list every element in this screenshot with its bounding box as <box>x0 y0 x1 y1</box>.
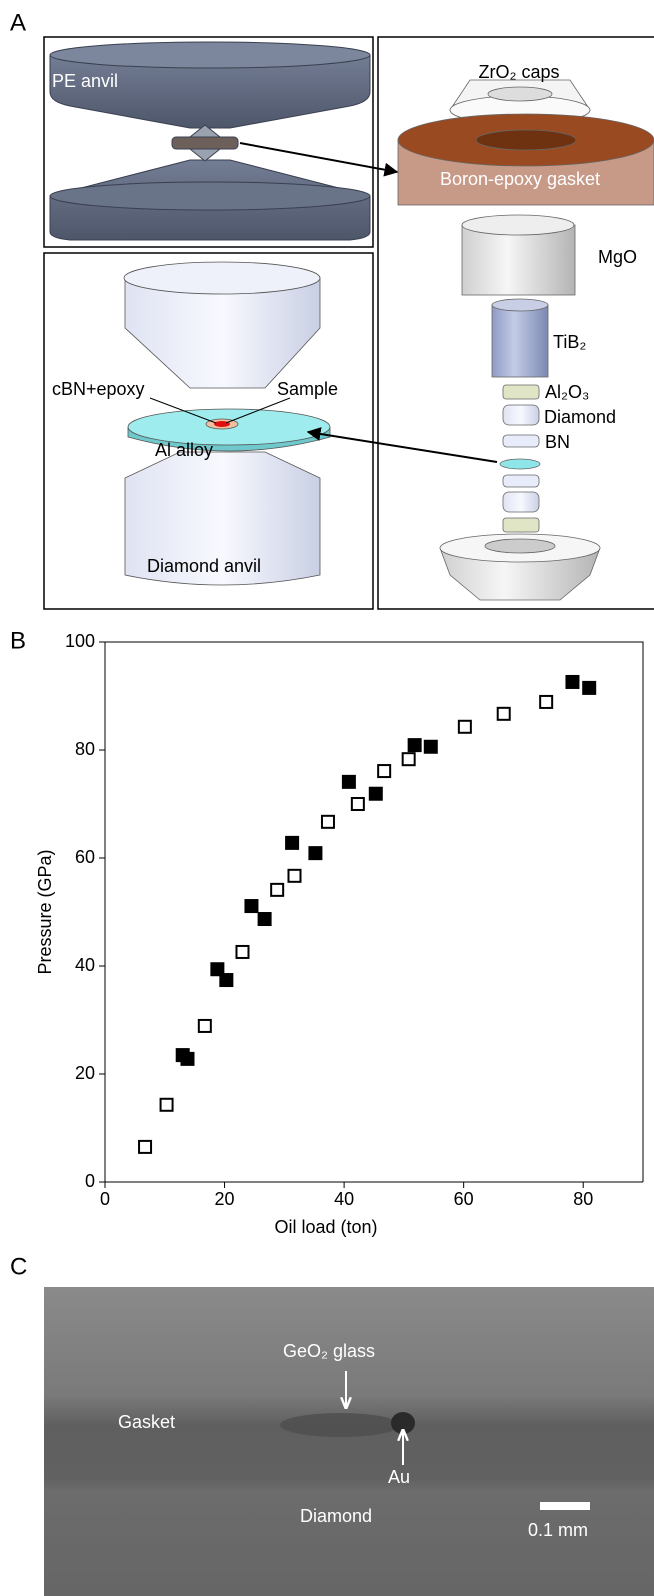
marker <box>287 868 302 883</box>
marker <box>235 944 250 959</box>
marker <box>244 899 259 914</box>
x-tick-label: 40 <box>334 1189 354 1209</box>
panel-label: A <box>10 9 26 36</box>
marker <box>320 814 335 829</box>
marker <box>341 774 356 789</box>
marker <box>582 680 597 695</box>
label: Boron-epoxy gasket <box>440 169 600 189</box>
label: 0.1 mm <box>528 1520 588 1540</box>
marker <box>407 738 422 753</box>
label: Al alloy <box>155 440 213 460</box>
marker <box>308 846 323 861</box>
pe-anvils <box>49 41 371 241</box>
panel-label: B <box>10 627 26 654</box>
y-tick-label: 0 <box>85 1171 95 1191</box>
marker <box>180 1051 195 1066</box>
marker <box>210 962 225 977</box>
y-tick-label: 80 <box>75 739 95 759</box>
marker <box>423 739 438 754</box>
label: Sample <box>277 379 338 399</box>
marker <box>219 973 234 988</box>
marker <box>138 1139 153 1154</box>
label: Diamond <box>300 1506 372 1526</box>
marker <box>270 882 285 897</box>
panel-label: C <box>10 1253 27 1280</box>
x-tick-label: 80 <box>573 1189 593 1209</box>
diamond-anvils <box>123 261 331 586</box>
marker <box>539 694 554 709</box>
label: Gasket <box>118 1412 175 1432</box>
y-axis-title: Pressure (GPa) <box>35 849 55 974</box>
arrows <box>149 142 498 463</box>
marker <box>496 706 511 721</box>
y-tick-label: 40 <box>75 955 95 975</box>
marker <box>565 674 580 689</box>
scatter-chart: Oil load (ton) Pressure (GPa) 0 20 40 60 80 0… <box>35 631 644 1237</box>
cell-assembly <box>397 79 654 601</box>
panel-a-boxes <box>43 36 654 610</box>
label: Au <box>388 1467 410 1487</box>
y-tick-label: 100 <box>65 631 95 651</box>
label: Diamond <box>544 407 616 427</box>
marker <box>257 912 272 927</box>
x-tick-label: 60 <box>454 1189 474 1209</box>
x-tick-label: 20 <box>215 1189 235 1209</box>
marker <box>457 719 472 734</box>
label: GeO₂ glass <box>283 1341 375 1361</box>
label: MgO <box>598 247 637 267</box>
label: Diamond anvil <box>147 556 261 576</box>
label: TiB₂ <box>553 332 586 352</box>
label: Al₂O₃ <box>545 382 589 402</box>
label: PE anvil <box>52 71 118 91</box>
plot-frame <box>105 641 644 1182</box>
marker <box>401 752 416 767</box>
marker <box>285 835 300 850</box>
marker <box>350 797 365 811</box>
y-tick-label: 20 <box>75 1063 95 1083</box>
marker <box>377 764 392 779</box>
label: BN <box>545 432 570 452</box>
x-axis-title: Oil load (ton) <box>274 1217 377 1237</box>
marker <box>159 1097 174 1112</box>
label: ZrO₂ caps <box>479 62 560 82</box>
x-tick-label: 0 <box>100 1189 110 1209</box>
marker <box>197 1018 212 1033</box>
y-tick-label: 60 <box>75 847 95 867</box>
xray-image <box>44 1287 654 1596</box>
label: cBN+epoxy <box>52 379 145 399</box>
marker <box>368 786 383 801</box>
